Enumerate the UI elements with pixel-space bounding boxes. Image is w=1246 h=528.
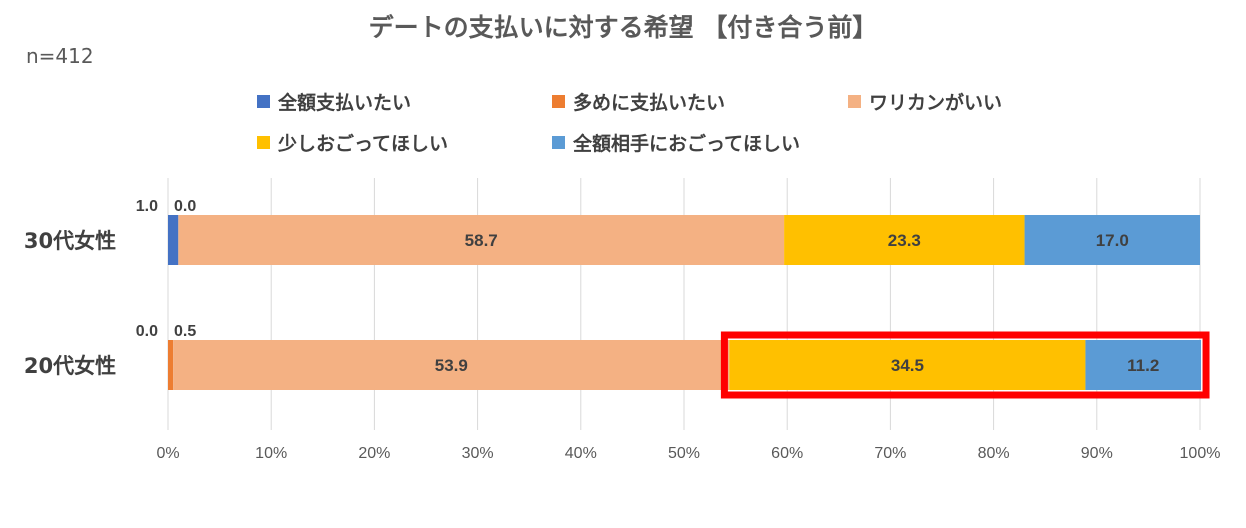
- legend-swatch: [257, 136, 270, 149]
- bar-segment: [168, 215, 179, 265]
- x-tick-label: 0%: [156, 445, 179, 462]
- legend-item: 少しおごってほしい: [257, 129, 448, 156]
- data-label: 17.0: [1096, 231, 1129, 250]
- x-tick-label: 60%: [771, 445, 803, 462]
- chart-title: デートの支払いに対する希望 【付き合う前】: [368, 13, 878, 42]
- x-tick-label: 50%: [668, 445, 700, 462]
- bar-segment: [784, 215, 1025, 265]
- data-label: 53.9: [435, 356, 468, 375]
- bar-segment: [178, 215, 785, 265]
- x-tick-label: 80%: [978, 445, 1010, 462]
- legend-swatch: [552, 136, 565, 149]
- legend-swatch: [552, 95, 565, 108]
- sample-size-note: n=412: [26, 44, 94, 68]
- category-label: 20代女性: [24, 354, 116, 378]
- data-label: 58.7: [465, 231, 498, 250]
- legend-label: 多めに支払いたい: [573, 92, 726, 114]
- x-tick-label: 20%: [358, 445, 390, 462]
- highlight-box: [720, 331, 1210, 399]
- data-label: 23.3: [888, 231, 921, 250]
- data-label: 0.0: [136, 323, 158, 340]
- chart-legend: 全額支払いたい 多めに支払いたい ワリカンがいい 少しおごってほしい 全額相手に…: [0, 0, 1246, 160]
- x-tick-label: 40%: [565, 445, 597, 462]
- legend-item: 多めに支払いたい: [552, 88, 725, 115]
- legend-swatch: [257, 95, 270, 108]
- bar-segment: [173, 340, 730, 390]
- x-tick-label: 70%: [874, 445, 906, 462]
- data-label: 1.0: [136, 198, 158, 215]
- x-tick-label: 10%: [255, 445, 287, 462]
- legend-label: ワリカンがいい: [869, 92, 1003, 114]
- category-label: 30代女性: [24, 229, 116, 253]
- legend-item: 全額相手におごってほしい: [552, 129, 800, 156]
- x-tick-label: 100%: [1180, 445, 1221, 462]
- bar-segment: [1085, 340, 1202, 390]
- legend-swatch: [848, 95, 861, 108]
- legend-label: 全額支払いたい: [278, 92, 412, 114]
- legend-item: ワリカンがいい: [848, 88, 1002, 115]
- bar-segment: [168, 340, 174, 390]
- data-label: 0.0: [174, 198, 196, 215]
- x-tick-label: 30%: [462, 445, 494, 462]
- data-label: 0.5: [174, 323, 196, 340]
- x-tick-label: 90%: [1081, 445, 1113, 462]
- bar-segment: [1024, 215, 1200, 265]
- data-label: 34.5: [891, 356, 924, 375]
- data-label: 11.2: [1127, 356, 1159, 375]
- legend-label: 少しおごってほしい: [278, 133, 449, 155]
- bar-segment: [729, 340, 1086, 390]
- legend-label: 全額相手におごってほしい: [573, 133, 801, 155]
- legend-item: 全額支払いたい: [257, 88, 411, 115]
